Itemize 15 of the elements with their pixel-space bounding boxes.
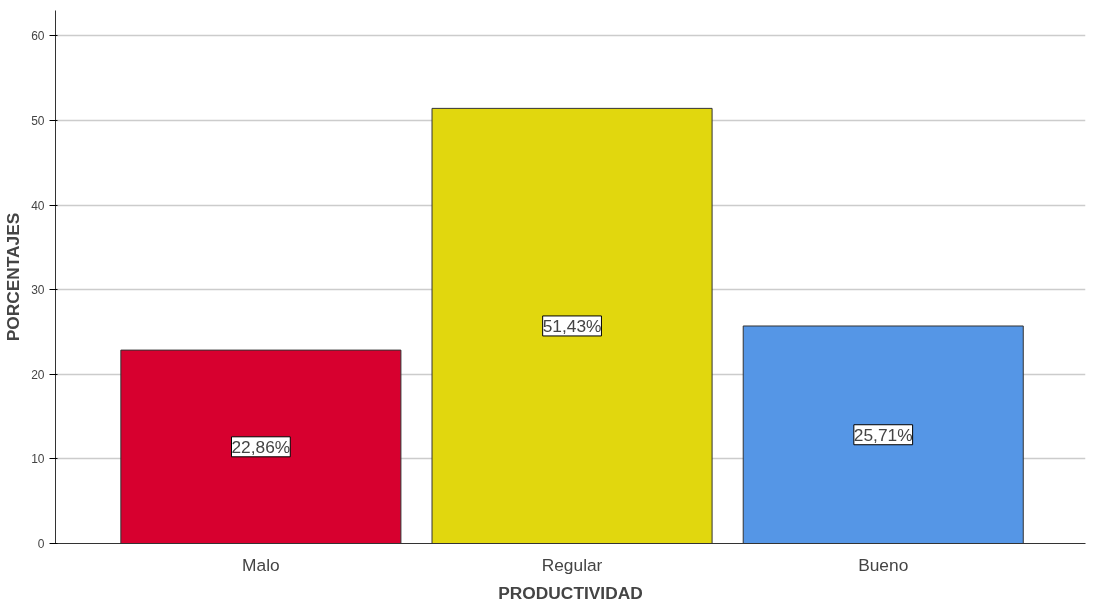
y-tick-label: 30 (31, 283, 45, 298)
y-tick-label: 40 (31, 198, 45, 213)
y-tick-label: 60 (31, 29, 45, 44)
x-tick-label: Regular (541, 554, 603, 575)
x-tick-label: Malo (242, 554, 280, 575)
x-tick-label: Bueno (858, 554, 909, 575)
y-tick-label: 50 (31, 113, 45, 128)
y-tick-label: 0 (37, 537, 45, 551)
y-tick-label: 20 (31, 367, 45, 382)
x-axis-title: PRODUCTIVIDAD (498, 582, 643, 603)
data-label: 22,86% (231, 436, 291, 457)
y-axis-title: PORCENTAJES (3, 212, 24, 342)
y-tick-label: 10 (31, 452, 45, 467)
data-label: 51,43% (542, 315, 602, 336)
data-label: 25,71% (853, 424, 913, 445)
